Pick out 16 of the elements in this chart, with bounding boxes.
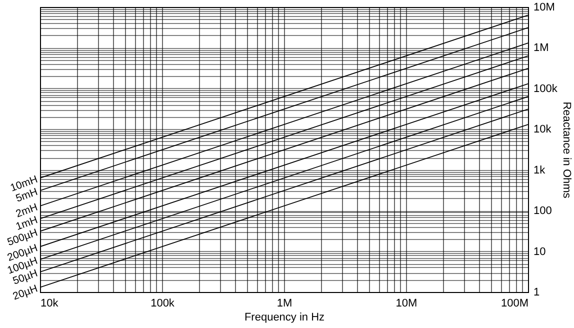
y-tick-label: 100: [534, 205, 552, 218]
x-tick-label: 10k: [40, 298, 59, 310]
y-tick-label: 10k: [534, 124, 552, 136]
x-axis-title: Frequency in Hz: [244, 312, 325, 324]
text: 20µH: [11, 282, 40, 303]
x-tick-label: 100k: [150, 298, 175, 310]
y-tick-label: 10M: [534, 2, 555, 14]
y-tick-label: 10: [534, 246, 546, 258]
y-tick-label: 1M: [534, 42, 549, 54]
y-tick-label: 100k: [534, 82, 558, 95]
x-tick-label: 10M: [396, 298, 418, 310]
x-tick-label: 1M: [276, 298, 292, 310]
y-tick-label: 1: [534, 286, 540, 298]
x-tick-label: 100M: [500, 298, 528, 310]
y-tick-label: 1k: [534, 164, 546, 176]
y-axis-title: Reactance in Ohms: [560, 102, 572, 199]
